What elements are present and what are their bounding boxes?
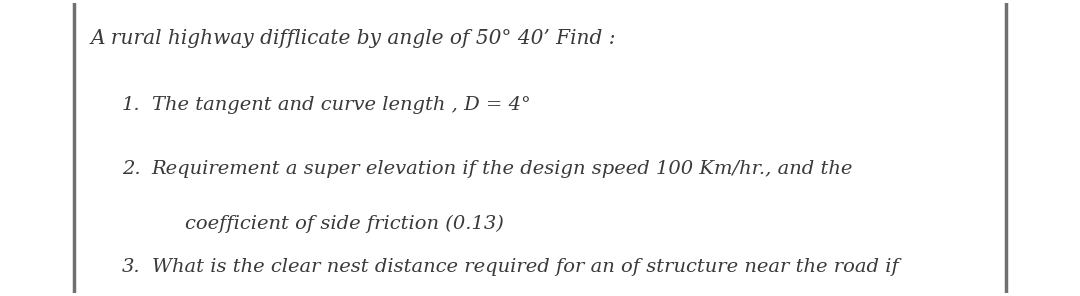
Text: 2.: 2.: [122, 160, 140, 178]
Text: 1.: 1.: [122, 96, 140, 114]
Text: What is the clear nest distance required for an of structure near the road if: What is the clear nest distance required…: [151, 258, 899, 276]
Text: 3.: 3.: [122, 258, 140, 276]
Text: coefficient of side friction (0.13): coefficient of side friction (0.13): [186, 215, 504, 233]
Text: A rural highway difflicate by angle of 50° 40’ Find :: A rural highway difflicate by angle of 5…: [91, 29, 616, 48]
Text: The tangent and curve length , D = 4°: The tangent and curve length , D = 4°: [151, 96, 530, 114]
Text: Requirement a super elevation if the design speed 100 Km/hr., and the: Requirement a super elevation if the des…: [151, 160, 853, 178]
